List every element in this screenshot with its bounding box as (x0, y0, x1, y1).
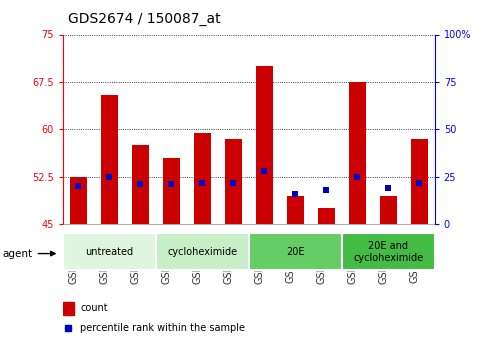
Bar (256, 66, 273, 224)
FancyBboxPatch shape (342, 233, 435, 270)
Text: percentile rank within the sample: percentile rank within the sample (80, 323, 245, 333)
Bar (318, 208, 335, 224)
Text: 20E and
cycloheximide: 20E and cycloheximide (353, 241, 423, 263)
Bar (70, 177, 87, 224)
Text: cycloheximide: cycloheximide (167, 247, 237, 257)
Text: count: count (80, 303, 108, 313)
Bar (63, 302, 73, 315)
FancyBboxPatch shape (63, 233, 156, 270)
Bar (163, 158, 180, 224)
Text: GDS2674 / 150087_at: GDS2674 / 150087_at (68, 12, 220, 26)
Bar (380, 196, 397, 224)
Bar (349, 82, 366, 224)
Bar (411, 139, 428, 224)
Text: 20E: 20E (286, 247, 304, 257)
Bar (132, 145, 149, 224)
Bar (194, 132, 211, 224)
Bar (287, 196, 304, 224)
FancyBboxPatch shape (249, 233, 342, 270)
Text: agent: agent (2, 249, 32, 258)
FancyBboxPatch shape (156, 233, 249, 270)
Text: untreated: untreated (85, 247, 133, 257)
Bar (101, 95, 118, 224)
Bar (225, 139, 242, 224)
